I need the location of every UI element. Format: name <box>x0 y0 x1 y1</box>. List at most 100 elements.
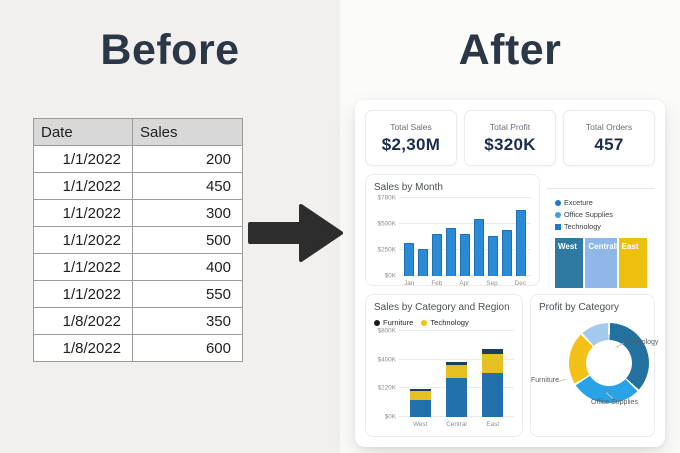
table-row: 1/1/2022 550 <box>33 280 243 308</box>
x-tick-label <box>418 280 427 287</box>
treemap-block: East <box>618 238 648 288</box>
x-tick-label: West <box>412 421 428 428</box>
table-cell: 1/8/2022 <box>33 334 133 362</box>
table-row: 1/1/2022 300 <box>33 199 243 227</box>
table-header-row: Date Sales <box>33 118 243 146</box>
table-row: 1/8/2022 350 <box>33 307 243 335</box>
table-cell: 500 <box>132 226 243 254</box>
legend-label: Technology <box>430 318 469 327</box>
bar <box>474 219 484 276</box>
bar-column <box>404 331 436 417</box>
bar-segment <box>482 354 504 373</box>
table-cell: 400 <box>132 253 243 281</box>
bar-column <box>460 198 470 276</box>
legend-marker-icon <box>555 211 561 218</box>
table-cell: 600 <box>132 334 243 362</box>
kpi-value: $2,30M <box>381 134 441 154</box>
transform-arrow-icon <box>248 204 343 262</box>
bar-column <box>516 198 526 276</box>
slice-label: Office Supplies <box>591 399 638 406</box>
slice-label: Technology <box>623 339 659 346</box>
treemap-block: West <box>555 238 584 288</box>
legend-label: Technology <box>564 222 601 231</box>
table-cell: 1/1/2022 <box>33 226 133 254</box>
legend-item: Technology <box>555 222 601 231</box>
before-title: Before <box>100 26 240 74</box>
kpi-row: Total Sales $2,30M Total Profit $320K To… <box>365 110 655 166</box>
column-header-date: Date <box>33 118 133 146</box>
table-row: 1/1/2022 400 <box>33 253 243 281</box>
bar-column <box>432 198 442 276</box>
table-cell: 1/1/2022 <box>33 253 133 281</box>
x-tick-label: Apr <box>459 280 470 287</box>
bar <box>460 234 470 276</box>
y-tick-label: $0K <box>384 272 396 280</box>
table-cell: 1/1/2022 <box>33 280 133 308</box>
legend-marker-icon <box>374 319 380 326</box>
treemap-block: Centrall <box>585 238 617 288</box>
bar-chart-plot: Jan Feb Apr Sep Dec <box>399 197 531 287</box>
donut-hole <box>586 340 632 386</box>
bar <box>446 228 456 276</box>
table-row: 1/1/2022 500 <box>33 226 243 254</box>
region-legend-panel: Exceture Office Supplies Technology West Ce… <box>547 188 655 288</box>
legend-label: Office Supplies <box>564 210 613 219</box>
legend-label: Exceture <box>564 198 593 207</box>
chart-title: Sales by Category and Region <box>374 302 510 313</box>
legend-label: Furniture <box>383 318 414 327</box>
kpi-label: Total Sales <box>390 121 432 132</box>
bar-column <box>418 198 428 276</box>
table-cell: 1/8/2022 <box>33 307 133 335</box>
y-tick-label: $250K <box>377 246 396 254</box>
category-legend: Exceture Office Supplies Technology <box>555 198 647 231</box>
donut-chart <box>569 323 649 403</box>
gridline <box>399 197 531 198</box>
slice-label: Furniture <box>531 377 560 384</box>
y-tick-label: $800K <box>377 327 396 335</box>
x-tick-label: Dec <box>514 280 527 287</box>
bar-segment <box>482 373 504 417</box>
legend-marker-icon <box>555 199 561 206</box>
bar-segment <box>446 377 467 417</box>
bar-column <box>404 198 414 276</box>
legend-item: Furniture <box>374 318 413 327</box>
y-tick-label: $220K <box>377 384 396 392</box>
stacked-bar <box>446 348 467 417</box>
table-cell: 1/1/2022 <box>33 199 133 227</box>
kpi-card-total-sales: Total Sales $2,30M <box>365 110 457 166</box>
y-tick-label: $0K <box>384 413 396 421</box>
legend-marker-icon <box>555 223 561 230</box>
table-cell: 1/1/2022 <box>33 145 133 173</box>
region-treemap: West Centrall East <box>555 238 648 288</box>
bar-segment <box>446 361 467 366</box>
table-row: 1/8/2022 600 <box>33 334 243 362</box>
table-row: 1/1/2022 450 <box>33 172 243 200</box>
column-header-sales: Sales <box>132 118 243 146</box>
bar-segment <box>446 365 467 378</box>
x-tick-label: Feb <box>431 280 443 287</box>
y-tick-label: $780K <box>377 194 396 202</box>
x-tick-label <box>473 280 482 287</box>
dashboard-card: Total Sales $2,30M Total Profit $320K To… <box>355 100 665 447</box>
bar-segment <box>409 399 431 417</box>
sales-by-category-region-panel: Sales by Category and Region Furniture Te… <box>365 294 523 437</box>
bar <box>516 210 526 276</box>
bar <box>502 229 512 276</box>
table-cell: 350 <box>132 307 243 335</box>
table-cell: 550 <box>132 280 243 308</box>
x-tick-label: East <box>486 421 500 428</box>
table-cell: 200 <box>132 145 243 173</box>
x-tick-label <box>446 280 455 287</box>
y-tick-label: $500K <box>377 220 396 228</box>
y-tick-label: $400K <box>377 356 396 364</box>
table-cell: 300 <box>132 199 243 227</box>
bar-segment <box>409 388 431 391</box>
x-tick-label: Sep <box>486 280 498 287</box>
stacked-bar <box>482 340 504 417</box>
gridline <box>399 358 514 360</box>
bar-column <box>477 331 509 417</box>
bar <box>488 235 498 276</box>
stacked-bar <box>409 368 431 417</box>
legend-marker-icon <box>421 319 428 326</box>
series-legend: Furniture Technology <box>374 318 514 327</box>
